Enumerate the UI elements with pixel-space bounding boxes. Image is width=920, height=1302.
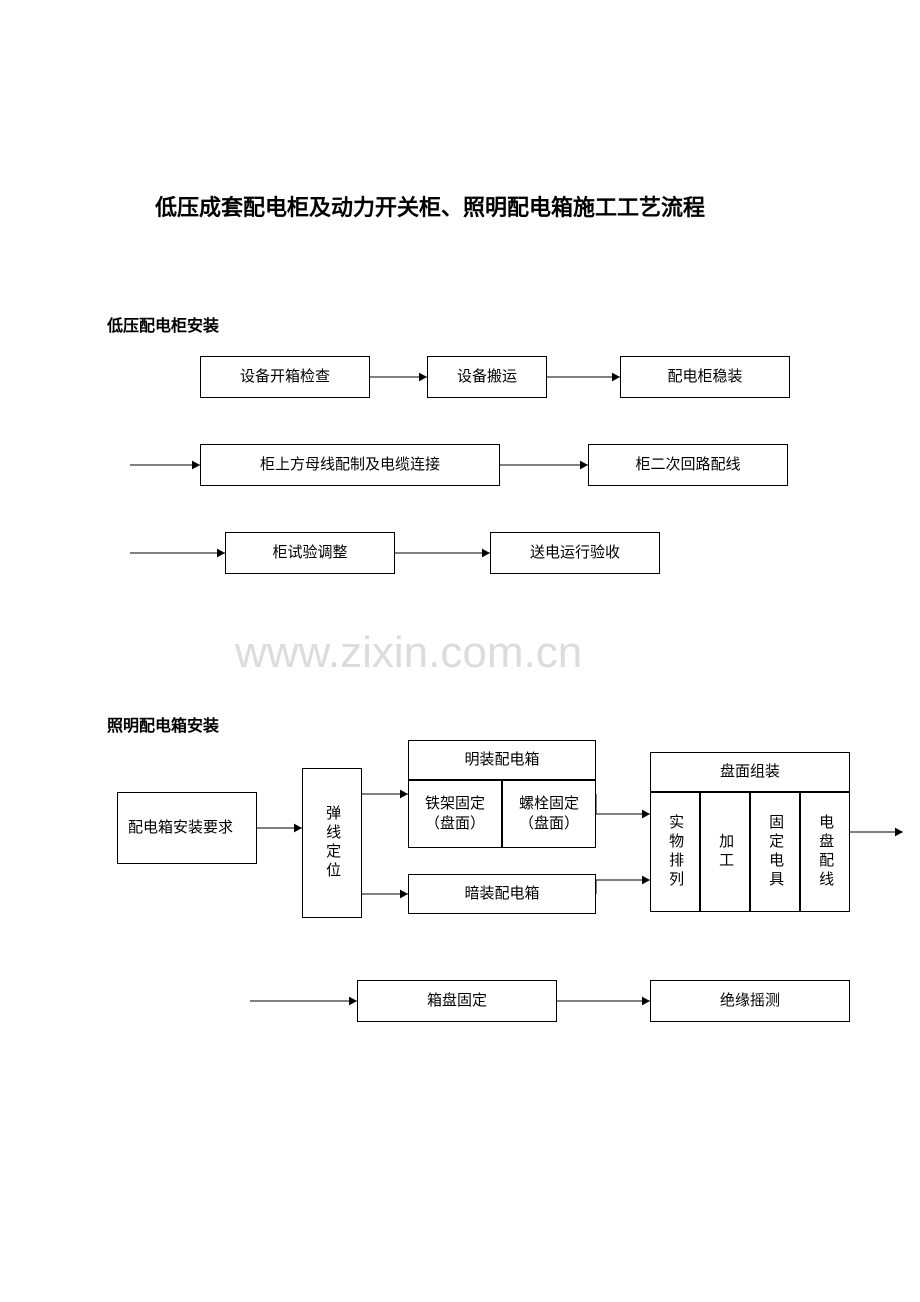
flow-node-b22: 柜二次回路配线 [588, 444, 788, 486]
flow-node-b12: 设备搬运 [427, 356, 547, 398]
section-heading-1: 低压配电柜安装 [107, 312, 219, 336]
flow-node-mz_l: 铁架固定（盘面） [408, 780, 502, 848]
flow-node-b32: 送电运行验收 [490, 532, 660, 574]
flow-node-pm_hdr: 盘面组装 [650, 752, 850, 792]
flow-node-b13: 配电柜稳装 [620, 356, 790, 398]
flow-arrow [588, 786, 658, 822]
flow-arrow [249, 820, 310, 836]
flow-node-pm2: 加工 [700, 792, 750, 912]
flow-arrow [492, 457, 596, 473]
flow-node-creq: 配电箱安装要求 [117, 792, 257, 864]
flow-arrow [362, 369, 435, 385]
flow-arrow [842, 824, 911, 840]
flow-node-mz_r: 螺栓固定（盘面） [502, 780, 596, 848]
flow-arrow [539, 369, 628, 385]
flow-arrow [122, 545, 233, 561]
flow-node-pm3: 固定电具 [750, 792, 800, 912]
flow-node-b21: 柜上方母线配制及电缆连接 [200, 444, 500, 486]
section-heading-2: 照明配电箱安装 [107, 712, 219, 736]
flow-node-d2: 绝缘摇测 [650, 980, 850, 1022]
flow-node-cpos: 弹线定位 [302, 768, 362, 918]
flow-node-pm4: 电盘配线 [800, 792, 850, 912]
flow-arrow [387, 545, 498, 561]
flow-node-az: 暗装配电箱 [408, 874, 596, 914]
watermark: www.zixin.com.cn [235, 628, 582, 678]
flow-node-d1: 箱盘固定 [357, 980, 557, 1022]
flow-node-b31: 柜试验调整 [225, 532, 395, 574]
flow-node-b11: 设备开箱检查 [200, 356, 370, 398]
flow-arrow [122, 457, 208, 473]
flow-arrow [354, 886, 416, 902]
diagram-canvas: 低压成套配电柜及动力开关柜、照明配电箱施工工艺流程 低压配电柜安装 照明配电箱安… [0, 0, 920, 1302]
flow-arrow [549, 993, 658, 1009]
flow-arrow [354, 786, 416, 802]
flow-arrow [242, 993, 365, 1009]
flow-arrow [588, 872, 658, 902]
page-title: 低压成套配电柜及动力开关柜、照明配电箱施工工艺流程 [155, 190, 705, 222]
flow-node-mz_hdr: 明装配电箱 [408, 740, 596, 780]
